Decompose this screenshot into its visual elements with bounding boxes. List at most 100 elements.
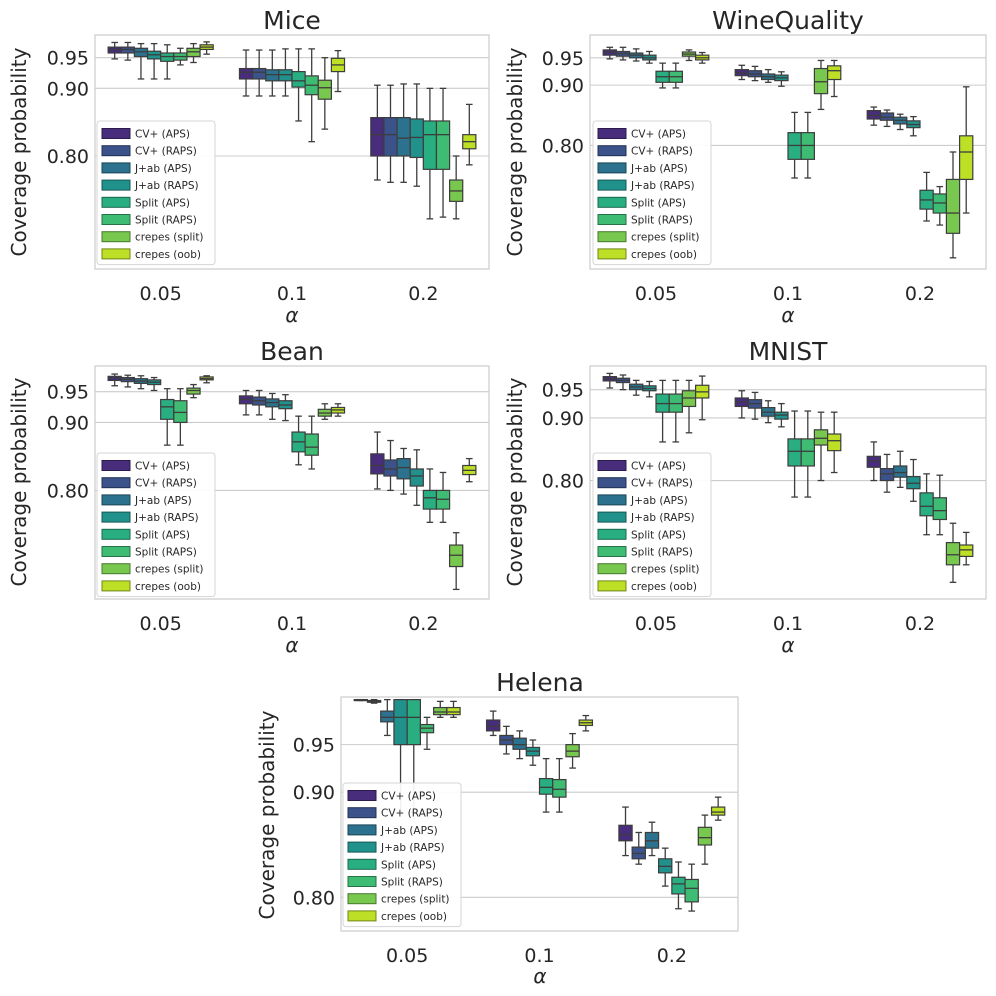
y-axis-label: Coverage probability [7, 47, 31, 256]
iqr-box [813, 67, 829, 95]
legend-swatch [101, 460, 131, 471]
box-crepes-split [945, 151, 961, 259]
y-tick-label: 0.90 [47, 78, 89, 100]
iqr-box [173, 400, 188, 424]
box-crepes-split [449, 532, 464, 591]
box-split-raps [932, 474, 948, 536]
box-crepes-split [697, 814, 713, 865]
legend-swatch [597, 145, 627, 157]
legend-label: crepes (split) [631, 564, 700, 576]
legend-label: Split (APS) [631, 197, 686, 209]
box-split-aps [671, 861, 686, 910]
x-tick-label: 0.1 [773, 613, 803, 635]
iqr-box [945, 178, 961, 234]
legend-swatch [101, 248, 131, 260]
legend-label: CV+ (APS) [631, 461, 686, 473]
legend-label: J+ab (RAPS) [630, 180, 695, 192]
box-crepes-oob [199, 41, 214, 55]
box-crepes-oob [446, 700, 461, 718]
box-cv-raps [120, 374, 136, 388]
box-crepes-oob [694, 51, 710, 64]
iqr-box [160, 398, 175, 420]
legend-label: crepes (oob) [631, 581, 697, 593]
box-crepes-split [813, 411, 829, 482]
iqr-box [866, 455, 882, 468]
legend-label: Split (RAPS) [381, 877, 443, 889]
x-tick-label: 0.05 [635, 283, 677, 305]
legend-swatch [101, 231, 131, 243]
chart-title: Bean [260, 337, 324, 366]
iqr-box [422, 489, 438, 510]
box-crepes-oob [710, 796, 726, 821]
box-crepes-split [449, 155, 464, 220]
legend-label: crepes (oob) [631, 249, 697, 261]
legend-label: Split (APS) [631, 529, 686, 541]
legend-label: crepes (oob) [135, 581, 201, 593]
iqr-box [433, 706, 448, 716]
x-axis-label: α [781, 633, 794, 657]
box-cv-raps [383, 439, 398, 492]
legend-swatch [597, 248, 627, 260]
legend-swatch [101, 477, 131, 489]
legend-swatch [597, 179, 627, 191]
legend-label: CV+ (APS) [631, 129, 686, 141]
iqr-box [238, 67, 254, 80]
legend-swatch [347, 910, 377, 922]
iqr-box [435, 120, 451, 170]
box-split-raps [684, 863, 699, 912]
box-crepes-oob [462, 103, 477, 166]
legend-swatch [597, 511, 627, 523]
legend-frame [96, 452, 216, 598]
box-split-aps [787, 410, 802, 498]
iqr-box [826, 65, 842, 81]
iqr-box [879, 467, 895, 482]
box-split-raps [668, 62, 684, 89]
box-cv-raps [499, 725, 514, 755]
y-tick-label: 0.80 [47, 480, 89, 502]
box-split-raps [419, 716, 435, 750]
legend-swatch [347, 876, 377, 887]
y-axis-label: Coverage probability [7, 377, 31, 586]
iqr-box [958, 544, 974, 558]
panel-mnist: 0.80 0.90 0.95 0.05 0.1 0.2 MNIST Coverage p… [503, 337, 987, 657]
iqr-box [800, 438, 816, 467]
legend-frame [592, 120, 712, 266]
box-cv-aps [370, 431, 385, 490]
box-j-ab-aps [265, 392, 280, 420]
box-cv-raps [366, 698, 382, 704]
box-j-ab-raps [278, 48, 293, 97]
chart-title: MNIST [749, 337, 829, 366]
box-split-aps [919, 171, 934, 222]
legend-swatch [101, 528, 131, 540]
legend-swatch [597, 231, 627, 243]
box-split-raps [304, 48, 319, 143]
x-axis-label: α [285, 633, 298, 657]
box-crepes-oob [330, 49, 346, 93]
box-j-ab-raps [409, 449, 424, 506]
legend-swatch [597, 196, 627, 208]
x-tick-label: 0.1 [524, 945, 554, 967]
legend-label: crepes (split) [135, 564, 204, 576]
legend-swatch [101, 179, 131, 191]
legend-swatch [101, 511, 131, 523]
box-split-aps [655, 379, 670, 443]
box-j-ab-aps [380, 698, 395, 737]
iqr-box [671, 876, 686, 895]
legend-label: CV+ (RAPS) [631, 146, 693, 158]
box-crepes-split [681, 379, 697, 434]
box-crepes-split [945, 522, 961, 583]
y-axis-label: Coverage probability [503, 377, 527, 586]
box-j-ab-raps [525, 739, 541, 766]
legend-label: J+ab (RAPS) [134, 512, 199, 524]
box-j-ab-raps [642, 50, 657, 64]
legend: CV+ (APS) CV+ (RAPS) J+ab (APS) J+ab (RAPS)… [96, 452, 216, 598]
legend-label: J+ab (RAPS) [630, 512, 695, 524]
y-tick-label: 0.90 [47, 412, 89, 434]
box-crepes-split [681, 49, 697, 62]
box-cv-aps [602, 46, 618, 60]
iqr-box [552, 778, 567, 798]
legend-label: CV+ (RAPS) [135, 478, 197, 490]
iqr-box [485, 719, 501, 732]
legend-swatch [597, 162, 627, 174]
legend-swatch [101, 162, 131, 174]
